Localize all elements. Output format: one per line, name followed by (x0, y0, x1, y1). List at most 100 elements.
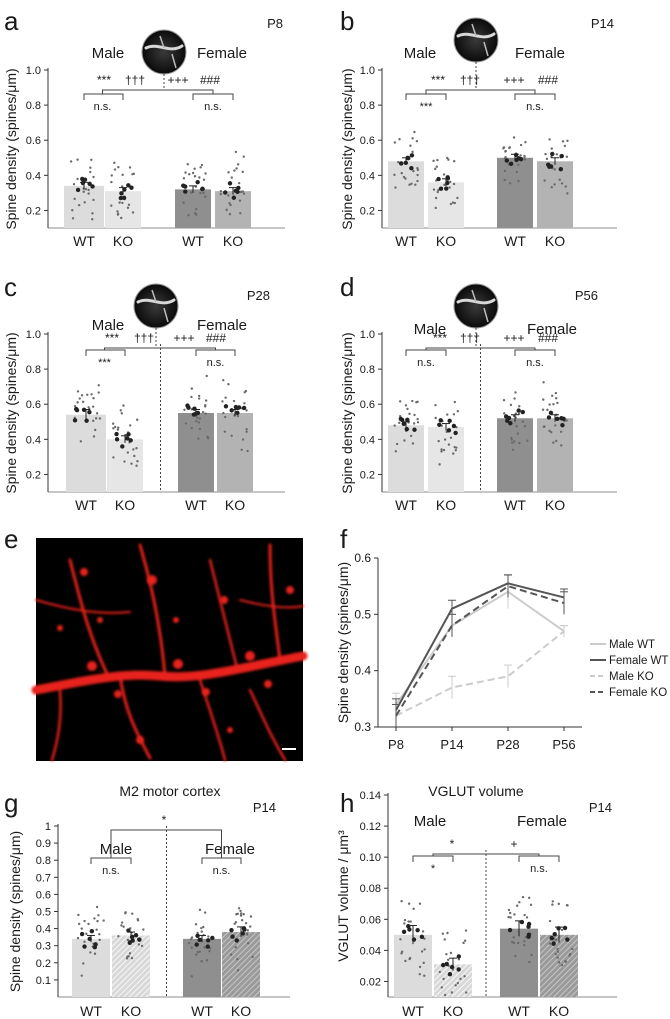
main-effect-significance: +++ (503, 331, 524, 345)
data-point (241, 438, 245, 441)
animal-mean-point (125, 436, 130, 441)
male-label: Male (404, 45, 437, 62)
data-point (434, 416, 437, 420)
male-label: Male (100, 841, 133, 858)
data-point (447, 443, 451, 446)
y-tick-label: 0.8 (26, 100, 41, 112)
data-point (504, 149, 507, 153)
data-point (111, 422, 115, 425)
micrograph-branch (151, 289, 169, 323)
data-point (523, 158, 527, 161)
x-category-label: WT (508, 1003, 530, 1019)
data-point (73, 197, 76, 201)
age-label-g: P14 (253, 800, 276, 815)
x-category-label: KO (443, 1003, 463, 1019)
animal-mean-point (412, 427, 417, 432)
data-point (515, 170, 518, 174)
data-point (204, 403, 207, 407)
y-axis-label-b: Spine density (spines/μm) (339, 68, 355, 229)
main-effect-significance: *** (105, 331, 119, 345)
animal-mean-point (401, 929, 407, 935)
data-point (510, 940, 514, 944)
data-point (102, 919, 105, 922)
data-point (442, 173, 446, 176)
bar-chart-h: 0.02 0.04 0.06 0.08 0.10 0.12 0.14 VGLUT volume… (335, 783, 617, 1019)
y-tick-label: 0.6 (360, 135, 375, 147)
female-significance: n.s. (526, 101, 544, 113)
animal-mean-point (419, 934, 425, 940)
animal-mean-point (114, 437, 120, 442)
data-point (463, 975, 466, 978)
data-point (87, 406, 90, 409)
data-point (563, 144, 567, 148)
animal-mean-point (242, 927, 247, 932)
panel-letter-h: h (340, 788, 354, 818)
data-point (464, 929, 468, 932)
series-line-female-ko (395, 585, 565, 717)
bar-chart-c: 0.2 0.4 0.6 0.8 1.0 Spine density (spines/μm)… (3, 283, 285, 513)
animal-mean-point (438, 186, 444, 191)
data-point (564, 185, 567, 188)
data-point (90, 158, 93, 161)
female-significance: n.s. (526, 357, 544, 369)
data-point (94, 417, 98, 420)
animal-mean-point (440, 962, 446, 968)
data-point (195, 953, 198, 956)
data-point (514, 391, 517, 394)
data-point (452, 452, 455, 455)
data-point (130, 912, 134, 915)
data-point (453, 201, 457, 205)
data-point (564, 959, 567, 963)
data-point (204, 412, 207, 415)
data-point (421, 930, 425, 933)
y-tick-label: 0.5 (354, 607, 371, 621)
data-point (221, 400, 224, 403)
data-point (128, 166, 132, 169)
data-point (559, 430, 563, 433)
data-point (242, 913, 245, 916)
animal-mean-point (444, 961, 449, 967)
data-point (523, 940, 526, 943)
bar-female-wt (497, 418, 533, 492)
data-point (224, 396, 227, 399)
data-point (236, 969, 240, 972)
data-point (196, 950, 200, 954)
data-point (511, 448, 515, 452)
data-point (79, 440, 83, 443)
data-point (451, 201, 455, 204)
data-point (440, 448, 443, 451)
data-point (557, 961, 561, 964)
data-point (393, 141, 397, 144)
animal-mean-point (87, 410, 92, 415)
data-point (120, 924, 123, 927)
data-point (92, 175, 95, 179)
data-point (76, 390, 80, 393)
panel-letter-d: d (340, 272, 354, 302)
female-label: Female (197, 317, 247, 334)
data-point (113, 161, 116, 165)
data-point (449, 951, 453, 955)
data-point (113, 168, 117, 171)
data-point (205, 374, 208, 378)
x-tick-label: P28 (496, 737, 519, 752)
animal-mean-point (520, 409, 525, 415)
x-category-label: WT (73, 233, 95, 249)
y-tick-label: 0.4 (360, 434, 375, 446)
data-point (200, 163, 204, 167)
data-point (554, 391, 558, 395)
data-point (195, 213, 198, 216)
data-point (507, 915, 510, 919)
y-tick-label: 0.12 (360, 821, 381, 833)
sex-comparison-bracket (110, 829, 222, 858)
animal-mean-point (75, 187, 81, 193)
data-point (456, 196, 459, 200)
animal-mean-point (231, 195, 237, 200)
data-point (393, 424, 396, 427)
data-point (438, 463, 441, 466)
y-tick-label: 0.4 (360, 170, 375, 182)
data-point (412, 907, 415, 910)
main-effect-significance: ### (200, 73, 220, 87)
data-point (234, 946, 237, 949)
data-point (76, 177, 79, 181)
data-point (400, 899, 403, 903)
